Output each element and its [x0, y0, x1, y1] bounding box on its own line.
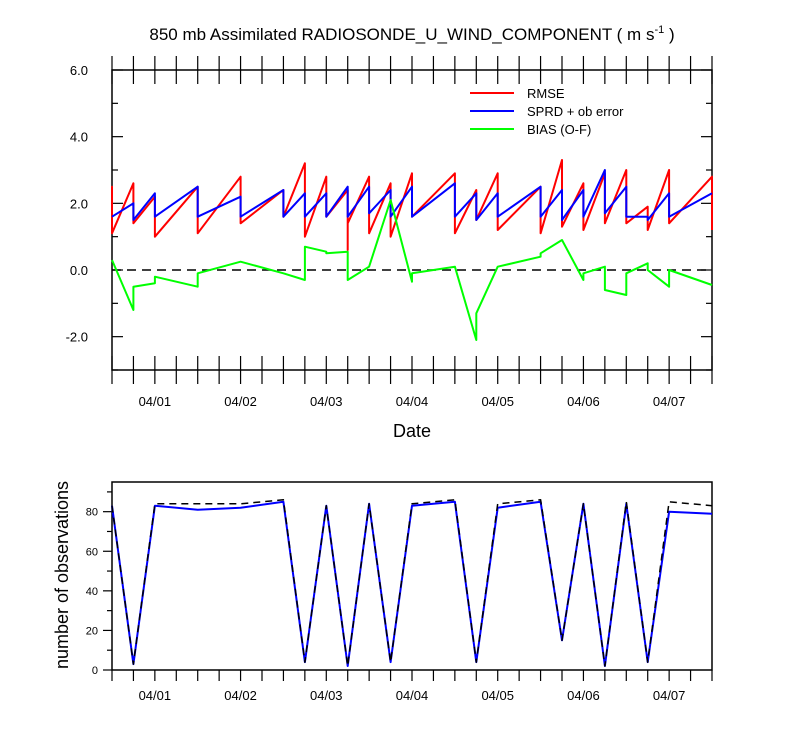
bottom-series-line-1 [111, 500, 713, 667]
top-series-line-3 [111, 199, 713, 341]
bottom-plot-area: 0 20 40 60 80 04/01 04/02 04/03 04/04 04/05 04/06 0… [86, 481, 713, 703]
bottom-x-tick-label: 04/01 [139, 688, 172, 703]
top-x-tick-label: 04/04 [396, 394, 429, 409]
top-x-tick-label: 04/03 [310, 394, 343, 409]
chart-title-end: ) [664, 25, 674, 44]
bottom-y-axis-title: number of observations [52, 481, 72, 669]
bottom-y-tick-label: 60 [86, 546, 98, 558]
bottom-x-tick-label: 04/05 [481, 688, 514, 703]
top-plot-area: 6.0 4.0 2.0 0.0 -2.0 04/01 04/02 04/03 04/04 04/0… [66, 56, 713, 409]
top-x-tick-label: 04/02 [224, 394, 257, 409]
bottom-y-tick-label: 40 [86, 586, 98, 598]
top-x-tick-label: 04/05 [481, 394, 514, 409]
top-x-tick-label: 04/06 [567, 394, 600, 409]
top-y-tick-label: 0.0 [70, 263, 88, 278]
top-x-tick-label: 04/01 [139, 394, 172, 409]
top-series-line-1 [111, 159, 713, 251]
top-x-tick-label: 04/07 [653, 394, 686, 409]
top-y-tick-label: -2.0 [66, 330, 88, 345]
top-y-tick-label: 6.0 [70, 63, 88, 78]
bottom-y-tick-label: 20 [86, 625, 98, 637]
bottom-x-tick-label: 04/03 [310, 688, 343, 703]
bottom-x-tick-label: 04/07 [653, 688, 686, 703]
chart-title: 850 mb Assimilated RADIOSONDE_U_WIND_COM… [149, 24, 674, 44]
legend-label: SPRD + ob error [527, 104, 624, 119]
top-series-line-2 [111, 169, 713, 221]
legend-label: RMSE [527, 86, 565, 101]
top-y-tick-label: 2.0 [70, 196, 88, 211]
bottom-x-tick-label: 04/02 [224, 688, 257, 703]
bottom-x-tick-label: 04/06 [567, 688, 600, 703]
top-x-axis-title: Date [393, 421, 431, 441]
legend-label: BIAS (O-F) [527, 122, 591, 137]
bottom-series-line-2 [111, 499, 713, 667]
chart-title-superscript: -1 [654, 24, 664, 36]
bottom-y-tick-label: 0 [92, 665, 98, 677]
bottom-y-tick-label: 80 [86, 507, 98, 519]
bottom-x-tick-label: 04/04 [396, 688, 429, 703]
top-y-tick-label: 4.0 [70, 130, 88, 145]
